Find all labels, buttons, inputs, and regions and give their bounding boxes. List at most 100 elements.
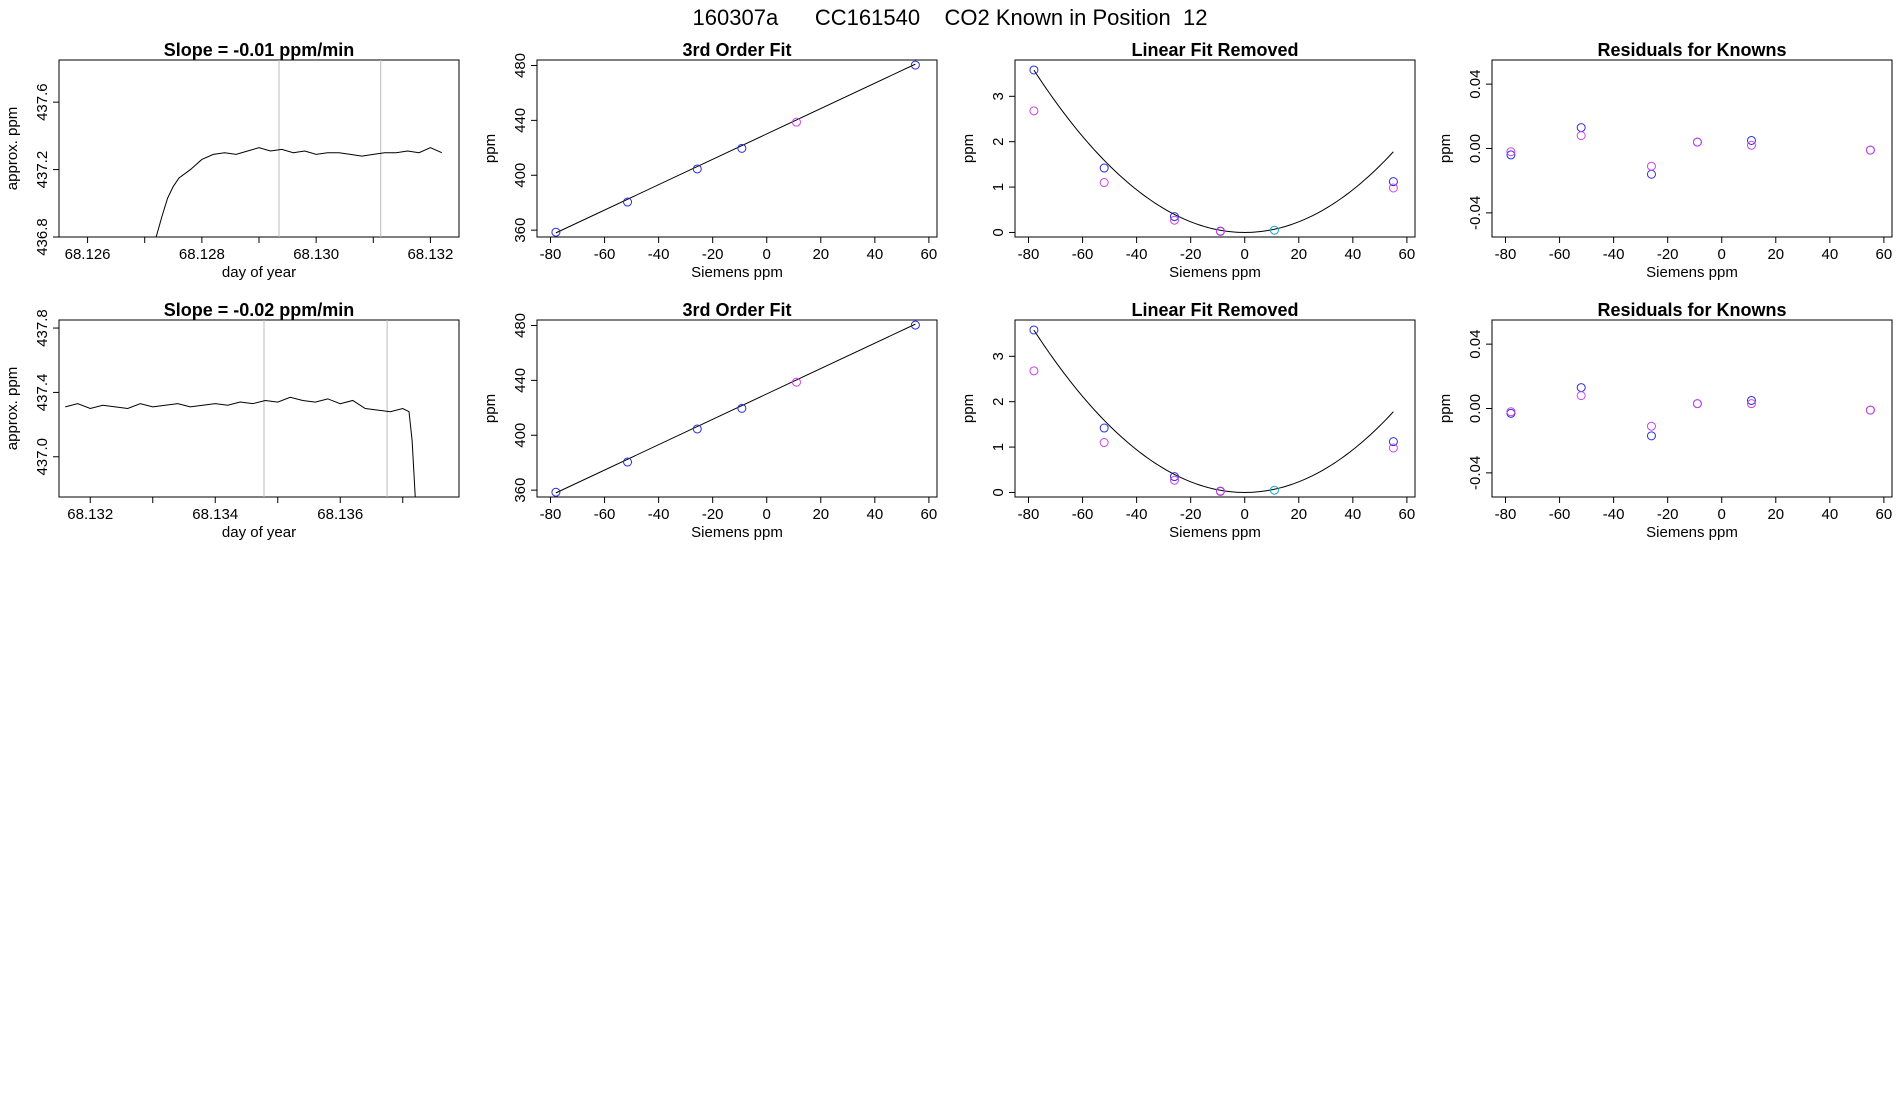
data-point: [1215, 227, 1225, 237]
x-tick-label: 68.130: [293, 246, 339, 263]
data-point: [1029, 65, 1039, 75]
x-tick-label: -80: [1495, 246, 1517, 263]
plot-area: [65, 320, 416, 497]
x-tick-label: 68.128: [179, 246, 225, 263]
data-point: [1746, 395, 1756, 405]
data-point: [1692, 137, 1702, 147]
data-point: [737, 143, 747, 153]
y-tick-label: 436.8: [34, 218, 51, 256]
x-axis-label: Siemens ppm: [691, 524, 783, 541]
x-tick-label: -80: [1018, 246, 1040, 263]
panel-title: 3rd Order Fit: [682, 300, 791, 320]
data-point: [1646, 161, 1656, 171]
data-point: [1506, 407, 1516, 417]
x-tick-label: 40: [1821, 246, 1838, 263]
data-point: [692, 424, 702, 434]
y-tick-label: 2: [990, 138, 1007, 146]
x-tick-label: -40: [1603, 506, 1625, 523]
data-point: [1576, 383, 1586, 393]
x-axis-label: Siemens ppm: [1169, 524, 1261, 541]
panel-r2c4: Residuals for Knowns -80 -60 -40 -20 0 20 40 60 -…: [1437, 300, 1893, 541]
panel-r2c1: Slope = -0.02 ppm/min 68.132 68.134 68.136 4…: [4, 300, 460, 541]
y-tick-label: 0.00: [1467, 134, 1484, 163]
x-tick-label: 20: [1767, 506, 1784, 523]
y-tick-label: 437.6: [34, 83, 51, 121]
y-tick-label: 480: [512, 53, 529, 78]
x-tick-label: 20: [812, 506, 829, 523]
data-point: [1169, 215, 1179, 225]
data-point: [1388, 183, 1398, 193]
data-point: [910, 60, 920, 70]
x-tick-label: 0: [1718, 246, 1726, 263]
x-tick-label: 20: [812, 246, 829, 263]
x-tick-label: 40: [1344, 246, 1361, 263]
panel-r1c1: Slope = -0.01 ppm/min 68.126 68.128 68.130 6…: [4, 40, 460, 281]
x-tick-label: 40: [866, 506, 883, 523]
x-tick-label: 68.132: [407, 246, 453, 263]
x-tick-label: -20: [702, 246, 724, 263]
plot-area: [155, 60, 443, 237]
data-point: [1865, 405, 1875, 415]
data-point: [1269, 485, 1279, 495]
x-tick-label: 40: [1344, 506, 1361, 523]
panel-title: Linear Fit Removed: [1131, 300, 1298, 320]
y-tick-label: 400: [512, 423, 529, 448]
panel-r1c2: 3rd Order Fit -80 -60 -40 -20 0 20 40 60 360 400 44…: [482, 40, 938, 281]
x-axis-label: Siemens ppm: [1169, 264, 1261, 281]
y-tick-label: 2: [990, 398, 1007, 406]
data-point: [737, 403, 747, 413]
x-tick-label: -60: [594, 506, 616, 523]
data-point: [1746, 135, 1756, 145]
panel-title: Slope = -0.01 ppm/min: [164, 40, 355, 60]
x-axis-label: day of year: [222, 524, 296, 541]
y-axis-label: approx. ppm: [4, 367, 21, 450]
x-tick-label: -20: [702, 506, 724, 523]
y-tick-label: 3: [990, 352, 1007, 360]
y-axis-label: ppm: [960, 134, 977, 163]
x-tick-label: 60: [921, 506, 938, 523]
y-tick-label: 1: [990, 183, 1007, 191]
plot-frame: [536, 59, 938, 238]
x-tick-label: -80: [540, 246, 562, 263]
x-tick-label: 68.126: [65, 246, 111, 263]
data-point: [1746, 399, 1756, 409]
x-axis-label: Siemens ppm: [1646, 264, 1738, 281]
y-tick-label: 3: [990, 92, 1007, 100]
y-axis-label: ppm: [1437, 134, 1454, 163]
panel-title: Slope = -0.02 ppm/min: [164, 300, 355, 320]
panel-r2c3: Linear Fit Removed -80 -60 -40 -20 0 20 40 60 0 1 2…: [960, 300, 1416, 541]
plot-frame: [536, 319, 938, 498]
panel-title: Residuals for Knowns: [1597, 40, 1786, 60]
x-tick-label: -20: [1180, 506, 1202, 523]
data-point: [1576, 123, 1586, 133]
data-point: [1169, 472, 1179, 482]
plot-area: [1029, 325, 1398, 497]
plot-area: [1506, 383, 1875, 441]
fit-curve: [1033, 329, 1394, 493]
x-tick-label: -60: [594, 246, 616, 263]
data-point: [1099, 163, 1109, 173]
panel-grid: Slope = -0.01 ppm/min 68.126 68.128 68.130 6…: [4, 40, 1893, 541]
x-tick-label: -20: [1657, 246, 1679, 263]
y-tick-label: 400: [512, 163, 529, 188]
y-tick-label: 0.04: [1467, 70, 1484, 99]
y-axis-label: ppm: [482, 134, 499, 163]
data-point: [1646, 169, 1656, 179]
data-point: [623, 457, 633, 467]
x-tick-label: -60: [1072, 246, 1094, 263]
x-axis-label: Siemens ppm: [691, 264, 783, 281]
plot-frame: [1491, 59, 1893, 238]
fit-curve: [1033, 69, 1394, 233]
data-point: [623, 197, 633, 207]
data-point: [1506, 150, 1516, 160]
x-tick-label: -80: [1018, 506, 1040, 523]
x-tick-label: 0: [1718, 506, 1726, 523]
plot-frame: [58, 319, 460, 498]
data-point: [1692, 399, 1702, 409]
data-point: [692, 164, 702, 174]
plot-frame: [1014, 319, 1416, 498]
data-point: [1746, 140, 1756, 150]
x-tick-label: 60: [1876, 506, 1893, 523]
y-axis-label: ppm: [482, 394, 499, 423]
panel-title: 3rd Order Fit: [682, 40, 791, 60]
